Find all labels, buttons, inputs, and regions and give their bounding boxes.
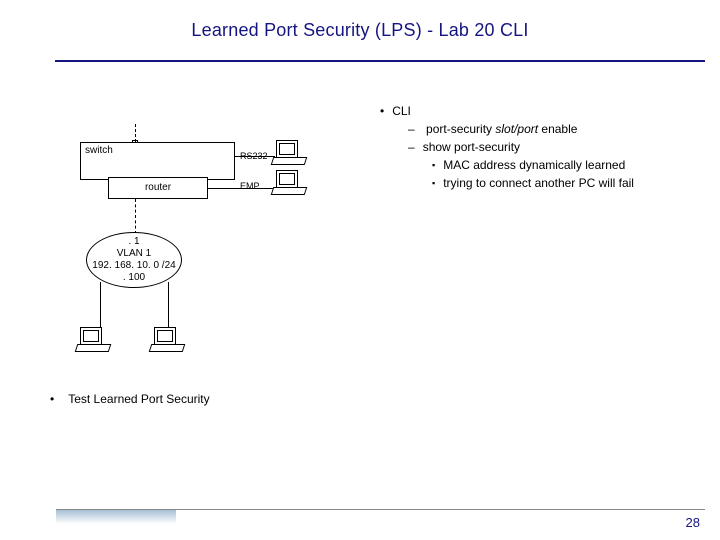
router-label: router [145, 182, 171, 193]
switch-label: switch [85, 145, 113, 156]
cli-sub1-text: MAC address dynamically learned [443, 158, 625, 172]
cli-heading-text: CLI [392, 104, 411, 118]
vlan-line2: VLAN 1 [87, 248, 181, 260]
pc-emp [272, 170, 308, 198]
cli-cmd1: port-security slot/port enable [408, 120, 634, 138]
switch-node: switch [80, 142, 235, 180]
vlan-line1: . 1 [87, 236, 181, 248]
line-switch-vlan-dashed [135, 124, 136, 142]
cli-cmd2-text: show port-security [423, 140, 520, 154]
router-node: router [108, 177, 208, 199]
line-vlan-pc-left [100, 282, 101, 332]
cli-cmd1-suffix: enable [538, 122, 577, 136]
rs232-label: RS232 [240, 151, 268, 161]
vlan-line4: . 100 [87, 272, 181, 284]
line-vlan-pc-right [168, 282, 169, 332]
pc-left [76, 327, 112, 355]
footer-logo-fade [56, 510, 176, 524]
pc-right [150, 327, 186, 355]
test-text: Test Learned Port Security [68, 392, 209, 406]
vlan-oval: . 1 VLAN 1 192. 168. 10. 0 /24 . 100 [86, 232, 182, 288]
cli-sub2: trying to connect another PC will fail [432, 174, 634, 192]
vlan-line3: 192. 168. 10. 0 /24 [87, 260, 181, 272]
cli-sub2-text: trying to connect another PC will fail [443, 176, 634, 190]
cli-cmd1-args: slot/port [495, 122, 538, 136]
cli-sub1: MAC address dynamically learned [432, 156, 634, 174]
pc-rs232 [272, 140, 308, 168]
emp-label: EMP [240, 181, 260, 191]
line-switch-vlan-dashed2 [135, 199, 136, 234]
test-bullet: Test Learned Port Security [50, 392, 210, 406]
slide-canvas: CLI port-security slot/port enable show … [0, 62, 720, 540]
cli-bullets: CLI port-security slot/port enable show … [380, 102, 634, 192]
cli-cmd1-prefix: port-security [426, 122, 495, 136]
slide-title: Learned Port Security (LPS) - Lab 20 CLI [0, 0, 720, 41]
cli-heading: CLI [380, 102, 634, 120]
page-number: 28 [686, 515, 700, 530]
cli-cmd2: show port-security [408, 138, 634, 156]
